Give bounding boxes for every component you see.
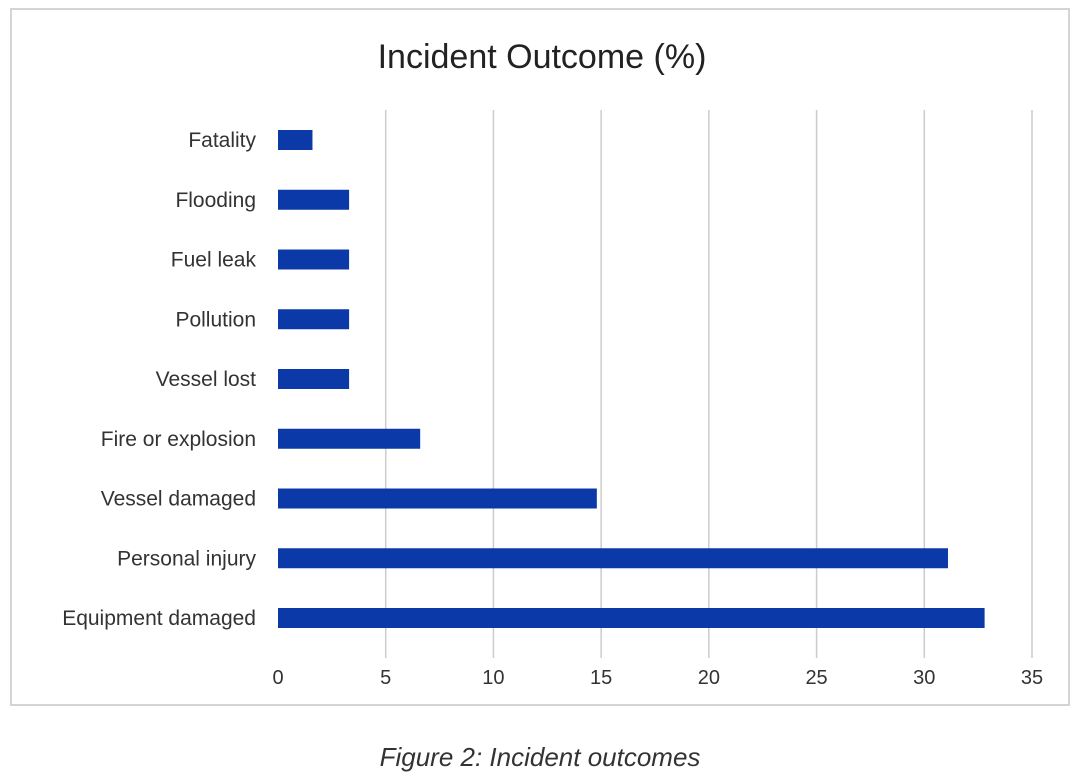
category-label: Equipment damaged bbox=[62, 607, 256, 630]
bar-fatality bbox=[278, 130, 313, 150]
category-label: Fire or explosion bbox=[101, 428, 256, 451]
bar-flooding bbox=[278, 189, 350, 210]
bar-equipment-damaged bbox=[278, 608, 985, 628]
x-tick-label: 15 bbox=[590, 667, 612, 689]
bar-fire-or-explosion bbox=[278, 428, 421, 449]
category-label: Vessel lost bbox=[156, 368, 257, 391]
x-tick-label: 10 bbox=[482, 667, 504, 689]
bar-fuel-leak bbox=[278, 249, 350, 270]
x-tick-label: 30 bbox=[913, 667, 935, 689]
figure-caption: Figure 2: Incident outcomes bbox=[379, 742, 701, 772]
x-tick-label: 35 bbox=[1021, 667, 1043, 689]
x-tick-label: 25 bbox=[805, 667, 827, 689]
x-tick-label: 0 bbox=[272, 667, 283, 689]
x-tick-label: 20 bbox=[698, 667, 720, 689]
tick-labels: 0 5 10 15 20 25 30 35 bbox=[272, 667, 1043, 689]
category-labels: Fatality Flooding Fuel leak Pollution Vessel… bbox=[62, 129, 256, 630]
category-label: Fuel leak bbox=[171, 249, 257, 272]
bar-pollution bbox=[278, 309, 350, 330]
category-label: Pollution bbox=[175, 308, 256, 331]
bars bbox=[278, 130, 985, 628]
category-label: Fatality bbox=[188, 129, 256, 152]
grid-lines bbox=[384, 110, 1033, 658]
chart-frame: Incident Outcome (%) Fatality Flooding Fue… bbox=[10, 8, 1070, 706]
bar-vessel-lost bbox=[278, 369, 350, 389]
category-label: Personal injury bbox=[117, 547, 256, 570]
bar-personal-injury bbox=[278, 548, 948, 569]
bar-vessel-damaged bbox=[278, 488, 597, 509]
category-label: Flooding bbox=[175, 189, 256, 212]
bar-chart: Incident Outcome (%) Fatality Flooding Fue… bbox=[62, 38, 1043, 689]
category-label: Vessel damaged bbox=[101, 488, 256, 511]
chart-title: Incident Outcome (%) bbox=[378, 38, 707, 76]
x-tick-label: 5 bbox=[380, 667, 391, 689]
